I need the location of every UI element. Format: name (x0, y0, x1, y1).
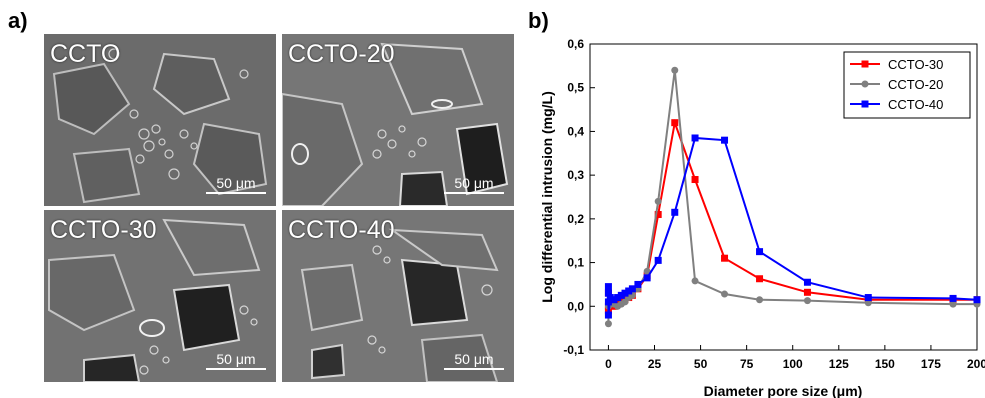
scale-line (444, 368, 504, 370)
sem-texture (282, 34, 514, 206)
y-tick-label: 0,2 (567, 212, 584, 226)
scale-label: 50 μm (454, 351, 494, 367)
data-point-ccto-40 (949, 294, 957, 302)
sem-texture (282, 210, 514, 382)
sem-image-grid: CCTO 50 μm CCTO-20 50 μm (44, 34, 514, 384)
data-point-ccto-40 (621, 289, 629, 297)
data-point-ccto-40 (604, 283, 612, 291)
data-point-ccto-20 (756, 296, 764, 304)
data-point-ccto-20 (604, 320, 612, 328)
x-tick-label: 25 (648, 357, 662, 371)
data-point-ccto-20 (691, 277, 699, 285)
scale-label: 50 μm (216, 351, 256, 367)
sem-texture (44, 34, 276, 206)
legend-label-ccto-40: CCTO-40 (888, 97, 943, 112)
x-tick-label: 100 (783, 357, 803, 371)
x-tick-label: 125 (829, 357, 849, 371)
data-point-ccto-40 (803, 278, 811, 286)
data-point-ccto-20 (949, 300, 957, 308)
legend-marker-ccto-30 (861, 60, 869, 68)
y-tick-label: -0,1 (563, 343, 584, 357)
x-tick-label: 75 (740, 357, 754, 371)
data-point-ccto-40 (973, 296, 981, 304)
plot-frame (589, 43, 978, 351)
pore-size-chart: -0,1 0,0 0,1 0,2 0,3 0,4 0,5 0,6 0 25 50 75 100 125 1… (539, 37, 985, 398)
y-tick-label: 0,1 (567, 256, 584, 270)
data-point-ccto-20 (803, 297, 811, 305)
x-axis-label: Diameter pore size (μm) (704, 383, 863, 398)
data-point-ccto-40 (604, 298, 612, 306)
y-ticks: -0,1 0,0 0,1 0,2 0,3 0,4 0,5 0,6 (563, 37, 595, 357)
data-point-ccto-40 (864, 294, 872, 302)
data-point-ccto-40 (671, 208, 679, 216)
scale-bar: 50 μm (206, 351, 266, 370)
x-tick-label: 0 (605, 357, 612, 371)
scale-bar: 50 μm (444, 351, 504, 370)
data-point-ccto-20 (721, 290, 729, 298)
scale-label: 50 μm (216, 175, 256, 191)
sem-image-ccto: CCTO 50 μm (44, 34, 276, 206)
data-point-ccto-30 (721, 254, 729, 262)
data-point-ccto-40 (643, 274, 651, 282)
y-tick-label: 0,6 (567, 37, 584, 51)
data-point-ccto-40 (721, 136, 729, 144)
y-axis-label: Log differential intrusion (mg/L) (539, 91, 555, 303)
data-point-ccto-40 (625, 287, 633, 295)
legend-marker-ccto-40 (861, 100, 869, 108)
sem-title: CCTO-20 (288, 40, 395, 68)
sem-image-ccto-20: CCTO-20 50 μm (282, 34, 514, 206)
data-point-ccto-40 (617, 291, 625, 299)
data-point-ccto-40 (604, 311, 612, 319)
y-tick-label: 0,5 (567, 81, 584, 95)
data-point-ccto-30 (671, 119, 679, 127)
data-point-ccto-20 (671, 66, 679, 74)
panel-label-b: b) (528, 8, 549, 33)
sem-title: CCTO-30 (50, 216, 157, 244)
scale-line (206, 192, 266, 194)
data-point-ccto-40 (614, 294, 622, 302)
data-point-ccto-40 (628, 285, 636, 293)
sem-title: CCTO (50, 40, 121, 68)
data-point-ccto-40 (634, 280, 642, 288)
series-group (604, 66, 981, 328)
legend-marker-ccto-20 (861, 80, 869, 88)
data-point-ccto-30 (756, 275, 764, 283)
sem-texture (44, 210, 276, 382)
scale-label: 50 μm (454, 175, 494, 191)
legend: CCTO-30 CCTO-20 CCTO-40 (843, 51, 971, 119)
x-ticks: 0 25 50 75 100 125 150 175 200 (605, 345, 985, 371)
x-tick-label: 175 (921, 357, 941, 371)
scale-line (444, 192, 504, 194)
x-tick-label: 200 (967, 357, 985, 371)
scale-line (206, 368, 266, 370)
legend-label-ccto-30: CCTO-30 (888, 57, 943, 72)
data-point-ccto-30 (691, 176, 699, 184)
scale-bar: 50 μm (444, 175, 504, 194)
y-tick-label: 0,4 (567, 124, 584, 138)
data-point-ccto-30 (803, 288, 811, 296)
data-point-ccto-20 (643, 267, 651, 275)
data-point-ccto-40 (756, 248, 764, 256)
y-tick-label: 0,0 (567, 299, 584, 313)
legend-label-ccto-20: CCTO-20 (888, 77, 943, 92)
data-point-ccto-40 (604, 289, 612, 297)
x-tick-label: 50 (694, 357, 708, 371)
data-point-ccto-20 (654, 197, 662, 205)
data-point-ccto-40 (606, 294, 614, 302)
scale-bar: 50 μm (206, 175, 266, 194)
data-point-ccto-40 (610, 296, 618, 304)
x-tick-label: 150 (875, 357, 895, 371)
sem-image-ccto-30: CCTO-30 50 μm (44, 210, 276, 382)
data-point-ccto-40 (691, 134, 699, 142)
data-point-ccto-40 (654, 256, 662, 264)
sem-title: CCTO-40 (288, 216, 395, 244)
sem-image-ccto-40: CCTO-40 50 μm (282, 210, 514, 382)
data-point-ccto-30 (654, 210, 662, 218)
panel-label-a: a) (8, 8, 28, 33)
y-tick-label: 0,3 (567, 168, 584, 182)
